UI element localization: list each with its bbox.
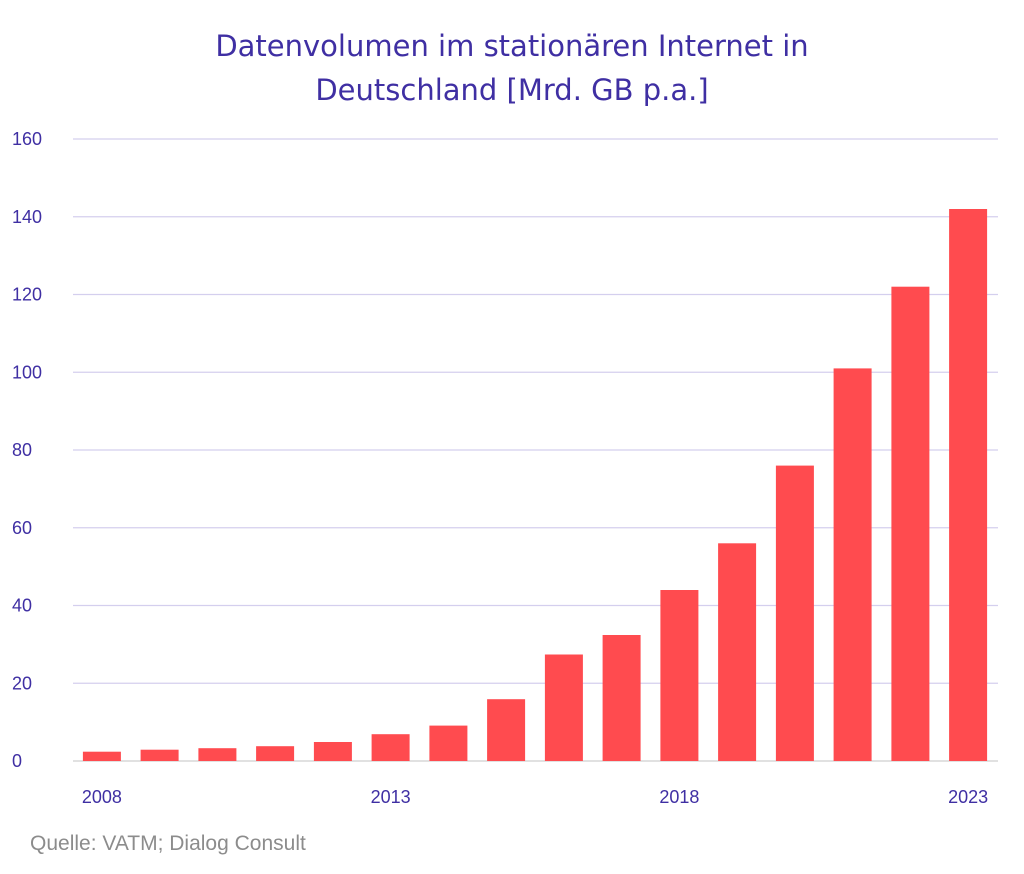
bar-2009 <box>140 749 179 761</box>
y-tick-label: 140 <box>12 207 42 227</box>
bar-2013 <box>371 734 410 761</box>
chart-title-line-2: Deutschland [Mrd. GB p.a.] <box>315 73 709 107</box>
bar-2016 <box>544 654 583 761</box>
chart-title-line-1: Datenvolumen im stationären Internet in <box>215 29 809 63</box>
source-note: Quelle: VATM; Dialog Consult <box>30 832 306 855</box>
y-tick-label: 100 <box>12 362 42 382</box>
x-tick-label: 2008 <box>82 787 122 807</box>
bar-2014 <box>429 725 468 761</box>
y-axis-ticks: 0 20 40 60 80 100 120 140 160 <box>12 129 42 771</box>
bar-2020 <box>775 465 814 761</box>
y-tick-label: 60 <box>12 518 32 538</box>
y-tick-label: 80 <box>12 440 32 460</box>
bar-2023 <box>949 209 988 761</box>
x-tick-label: 2023 <box>948 787 988 807</box>
x-tick-label: 2013 <box>371 787 411 807</box>
bar-2022 <box>891 286 930 761</box>
bar-2010 <box>198 748 237 761</box>
bar-2011 <box>256 746 295 761</box>
bar-2021 <box>833 368 872 761</box>
chart-title: Datenvolumen im stationären Internet in … <box>0 24 1024 112</box>
bar-2017 <box>602 635 641 761</box>
bar-2015 <box>487 699 526 761</box>
bar-2012 <box>313 742 352 761</box>
bar-2008 <box>82 751 121 761</box>
bar-2019 <box>718 543 757 761</box>
y-tick-label: 0 <box>12 751 22 771</box>
x-axis-ticks: 2008 2013 2018 2023 <box>82 787 988 807</box>
y-tick-label: 40 <box>12 596 32 616</box>
bars <box>82 209 988 761</box>
y-tick-label: 20 <box>12 673 32 693</box>
bar-2018 <box>660 590 699 761</box>
y-tick-label: 160 <box>12 129 42 149</box>
x-tick-label: 2018 <box>659 787 699 807</box>
y-tick-label: 120 <box>12 285 42 305</box>
bar-chart: 0 20 40 60 80 100 120 140 160 2008 2013 2018 2023 <box>12 129 998 807</box>
